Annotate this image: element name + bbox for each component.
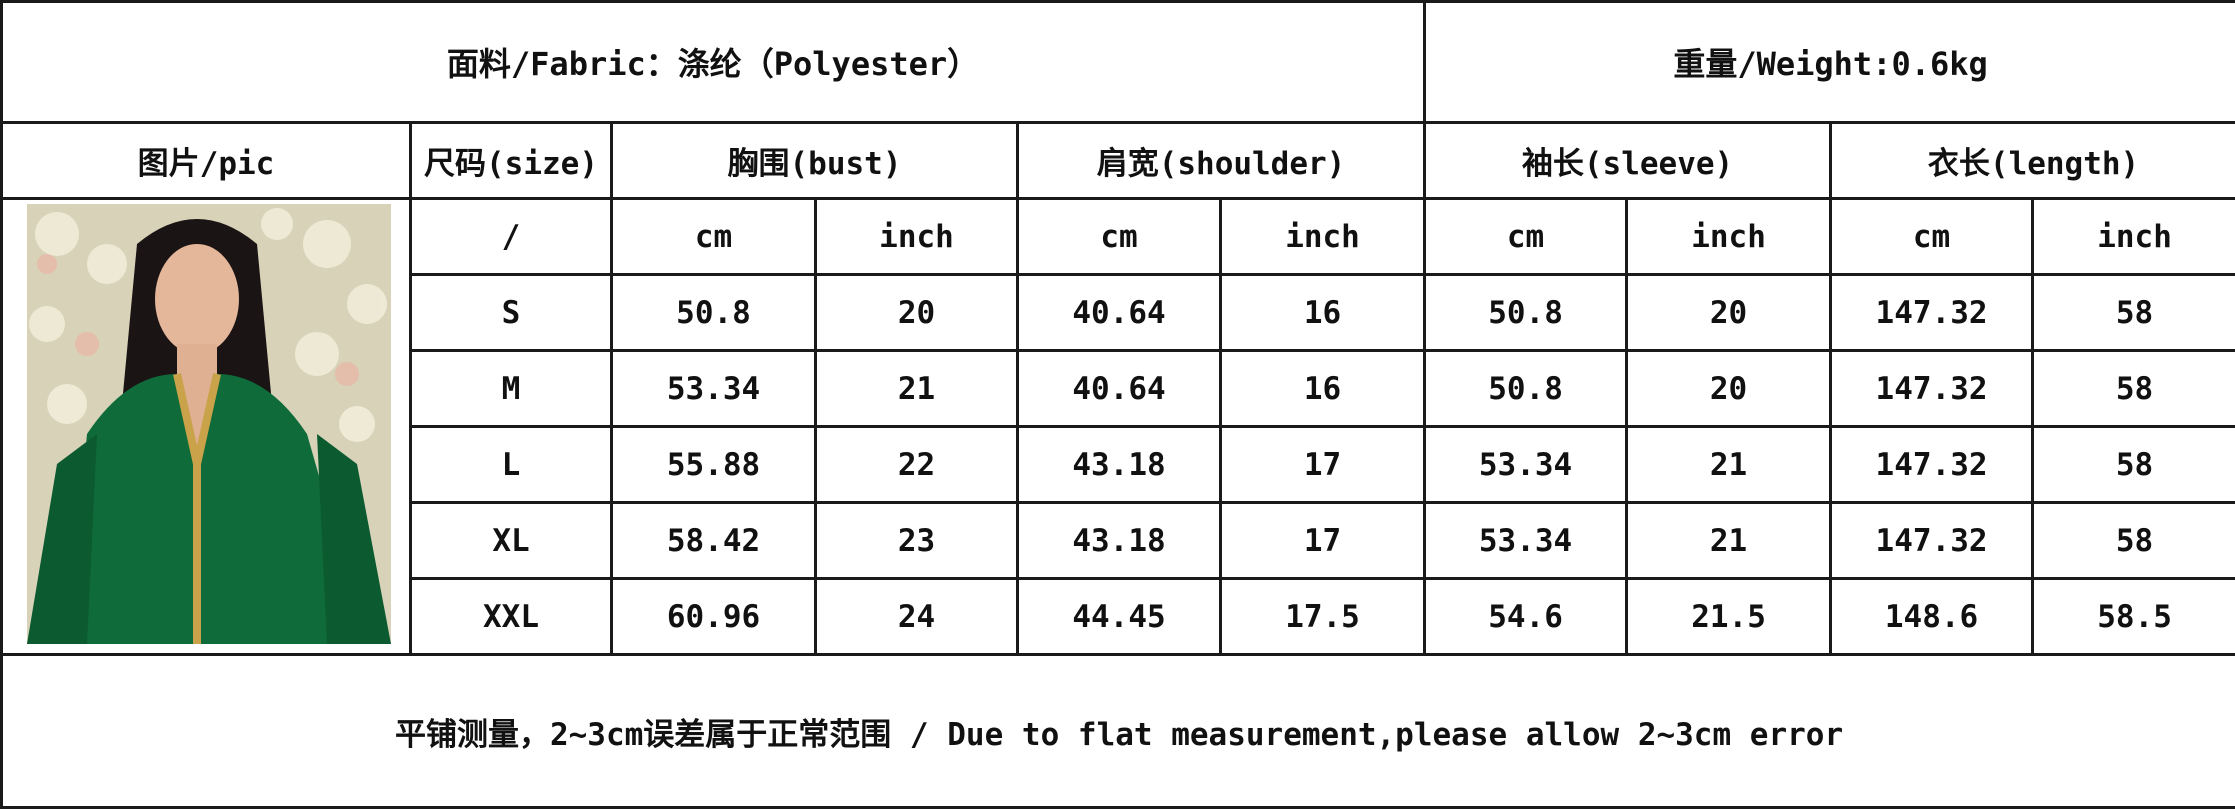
unit-cell: cm xyxy=(1831,199,2033,275)
unit-cell: cm xyxy=(1018,199,1221,275)
header-size: 尺码(size) xyxy=(411,123,612,199)
unit-cell: inch xyxy=(1627,199,1831,275)
value-cell: 24 xyxy=(816,579,1018,655)
value-cell: 40.64 xyxy=(1018,275,1221,351)
value-cell: 58 xyxy=(2033,275,2235,351)
value-cell: 43.18 xyxy=(1018,427,1221,503)
value-cell: 147.32 xyxy=(1831,275,2033,351)
value-cell: 40.64 xyxy=(1018,351,1221,427)
product-photo-cell xyxy=(2,199,411,655)
size-cell: L xyxy=(411,427,612,503)
header-bust: 胸围(bust) xyxy=(612,123,1018,199)
fabric-label: 面料/Fabric：涤纶（Polyester） xyxy=(2,2,1425,123)
value-cell: 60.96 xyxy=(612,579,816,655)
value-cell: 53.34 xyxy=(1425,503,1627,579)
value-cell: 20 xyxy=(1627,351,1831,427)
value-cell: 50.8 xyxy=(1425,275,1627,351)
value-cell: 53.34 xyxy=(1425,427,1627,503)
unit-cell: inch xyxy=(816,199,1018,275)
product-photo xyxy=(27,204,391,644)
unit-cell: inch xyxy=(1221,199,1425,275)
weight-label: 重量/Weight:0.6kg xyxy=(1425,2,2235,123)
header-shoulder: 肩宽(shoulder) xyxy=(1018,123,1425,199)
value-cell: 17.5 xyxy=(1221,579,1425,655)
header-length: 衣长(length) xyxy=(1831,123,2235,199)
value-cell: 147.32 xyxy=(1831,503,2033,579)
value-cell: 58.5 xyxy=(2033,579,2235,655)
value-cell: 16 xyxy=(1221,351,1425,427)
measurement-note: 平铺测量，2~3cm误差属于正常范围 / Due to flat measure… xyxy=(2,655,2235,808)
value-cell: 147.32 xyxy=(1831,351,2033,427)
value-cell: 53.34 xyxy=(612,351,816,427)
value-cell: 21 xyxy=(1627,503,1831,579)
value-cell: 50.8 xyxy=(612,275,816,351)
value-cell: 20 xyxy=(1627,275,1831,351)
value-cell: 54.6 xyxy=(1425,579,1627,655)
value-cell: 58 xyxy=(2033,503,2235,579)
size-cell: XL xyxy=(411,503,612,579)
value-cell: 21 xyxy=(1627,427,1831,503)
value-cell: 148.6 xyxy=(1831,579,2033,655)
unit-cell: / xyxy=(411,199,612,275)
units-row: / cm inch cm inch cm inch cm inch xyxy=(2,199,2235,275)
value-cell: 23 xyxy=(816,503,1018,579)
size-cell: S xyxy=(411,275,612,351)
value-cell: 21 xyxy=(816,351,1018,427)
value-cell: 17 xyxy=(1221,503,1425,579)
size-cell: XXL xyxy=(411,579,612,655)
header-pic: 图片/pic xyxy=(2,123,411,199)
value-cell: 55.88 xyxy=(612,427,816,503)
value-cell: 20 xyxy=(816,275,1018,351)
value-cell: 43.18 xyxy=(1018,503,1221,579)
unit-cell: inch xyxy=(2033,199,2235,275)
value-cell: 22 xyxy=(816,427,1018,503)
value-cell: 17 xyxy=(1221,427,1425,503)
value-cell: 58.42 xyxy=(612,503,816,579)
size-cell: M xyxy=(411,351,612,427)
value-cell: 16 xyxy=(1221,275,1425,351)
value-cell: 58 xyxy=(2033,351,2235,427)
value-cell: 147.32 xyxy=(1831,427,2033,503)
value-cell: 44.45 xyxy=(1018,579,1221,655)
value-cell: 21.5 xyxy=(1627,579,1831,655)
value-cell: 58 xyxy=(2033,427,2235,503)
unit-cell: cm xyxy=(1425,199,1627,275)
header-sleeve: 袖长(sleeve) xyxy=(1425,123,1831,199)
unit-cell: cm xyxy=(612,199,816,275)
value-cell: 50.8 xyxy=(1425,351,1627,427)
